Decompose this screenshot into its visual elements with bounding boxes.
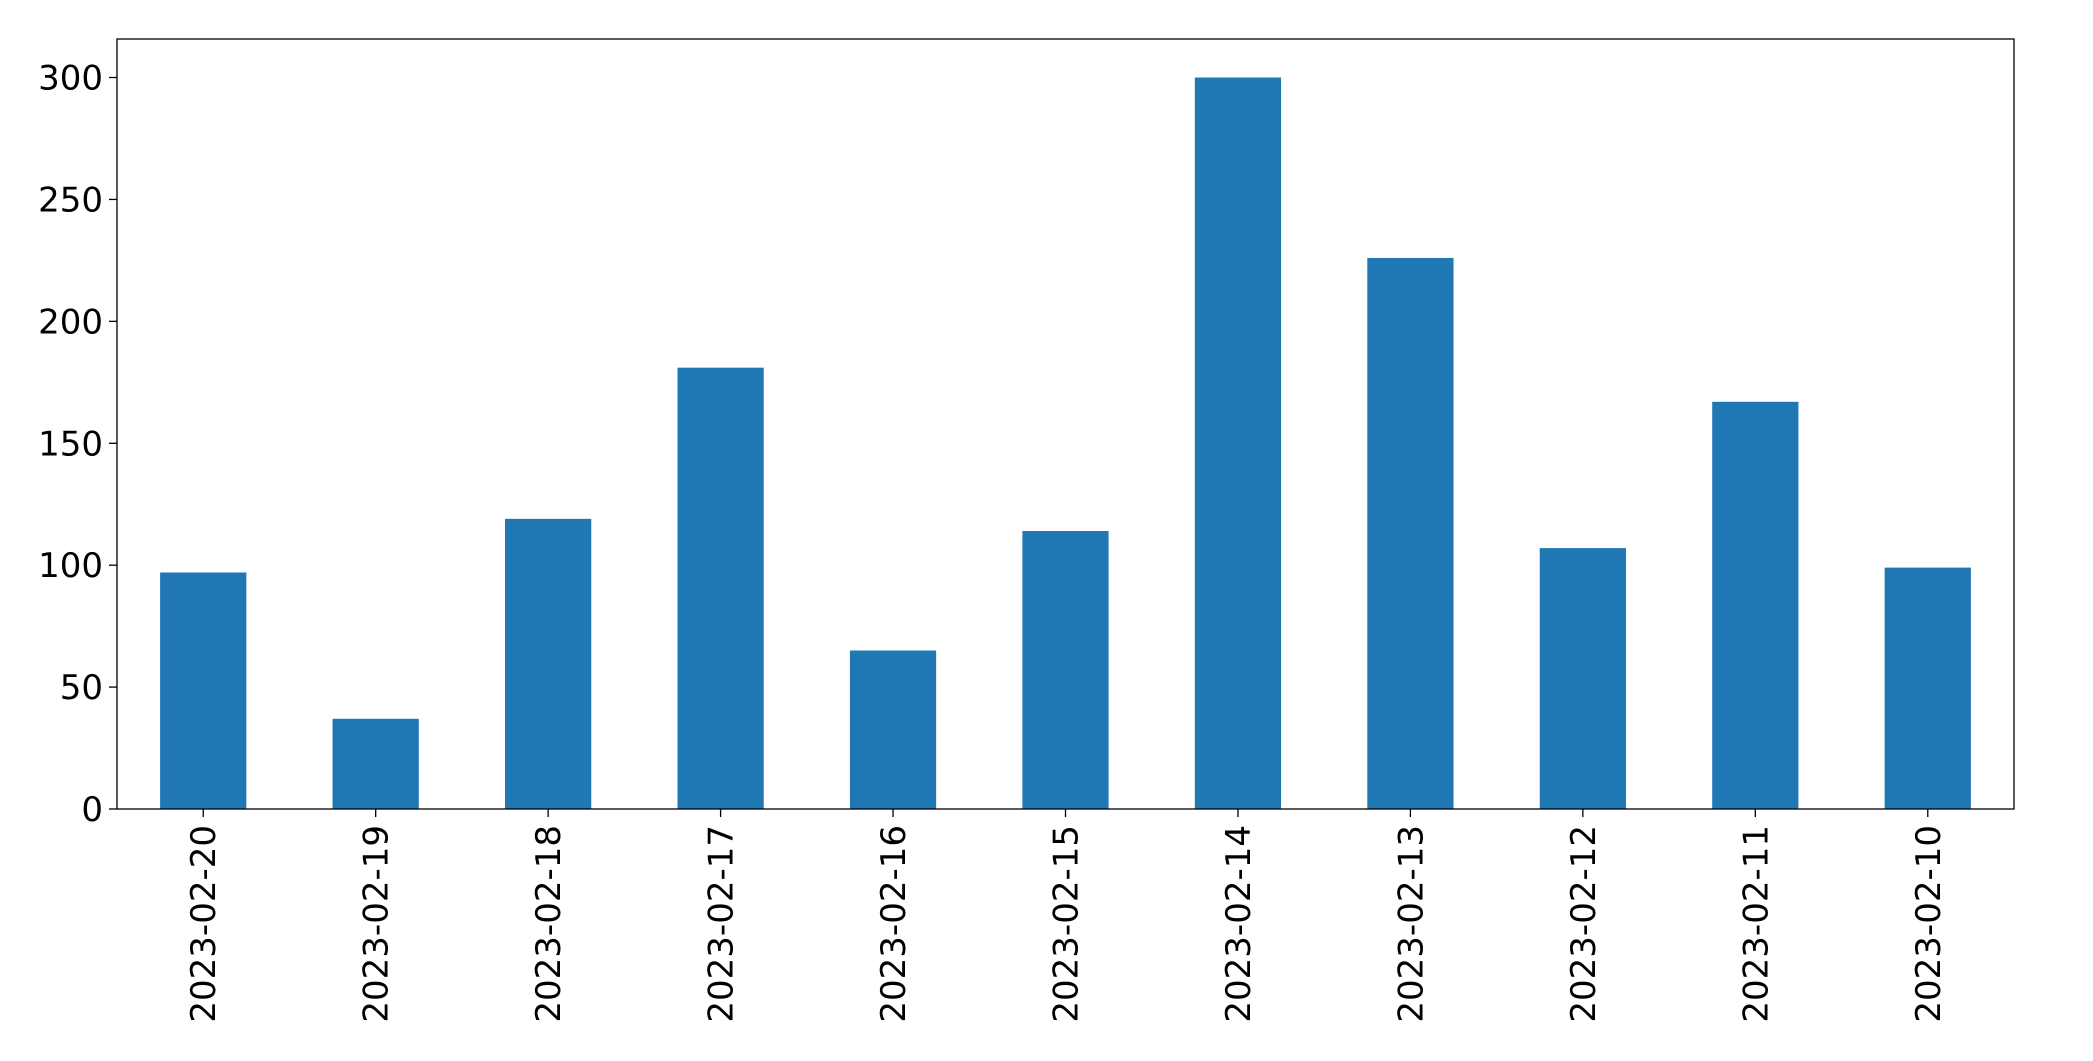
bar-2023-02-16 bbox=[849, 650, 937, 809]
y-tick-label: 100 bbox=[38, 546, 103, 586]
bar-2023-02-19 bbox=[332, 718, 419, 809]
plot-frame bbox=[116, 38, 2015, 810]
bar-2023-02-15 bbox=[1022, 531, 1109, 809]
bar-2023-02-17 bbox=[677, 367, 764, 809]
x-axis: 2023-02-20 2023-02-19 2023-02-18 2023-02-17… bbox=[184, 809, 1949, 1023]
y-tick-label: 50 bbox=[60, 668, 103, 708]
x-tick-label: 2023-02-14 bbox=[1219, 825, 1259, 1023]
x-tick-label: 2023-02-16 bbox=[874, 825, 914, 1023]
x-tick-label: 2023-02-15 bbox=[1047, 825, 1087, 1023]
x-tick-label: 2023-02-11 bbox=[1736, 825, 1776, 1023]
y-tick-label: 250 bbox=[38, 180, 103, 220]
y-tick-label: 300 bbox=[38, 59, 103, 99]
bar-2023-02-13 bbox=[1367, 257, 1454, 809]
y-tick-label: 0 bbox=[81, 790, 103, 830]
bar-2023-02-12 bbox=[1539, 548, 1626, 809]
bar-2023-02-20 bbox=[160, 572, 247, 809]
y-axis: 0 50 100 150 200 250 300 bbox=[38, 59, 117, 830]
bar-2023-02-18 bbox=[505, 518, 592, 809]
y-tick-label: 200 bbox=[38, 302, 103, 342]
x-tick-label: 2023-02-10 bbox=[1909, 825, 1949, 1023]
bar-2023-02-11 bbox=[1712, 401, 1799, 809]
bar-2023-02-10 bbox=[1884, 567, 1971, 809]
x-tick-label: 2023-02-13 bbox=[1391, 825, 1431, 1023]
x-tick-label: 2023-02-18 bbox=[529, 825, 569, 1023]
x-tick-label: 2023-02-17 bbox=[702, 825, 742, 1023]
bars-group bbox=[160, 77, 1971, 809]
x-tick-label: 2023-02-19 bbox=[357, 825, 397, 1023]
x-tick-label: 2023-02-20 bbox=[184, 825, 224, 1023]
bar-2023-02-14 bbox=[1194, 77, 1282, 809]
y-tick-label: 150 bbox=[38, 424, 103, 464]
x-tick-label: 2023-02-12 bbox=[1564, 825, 1604, 1023]
